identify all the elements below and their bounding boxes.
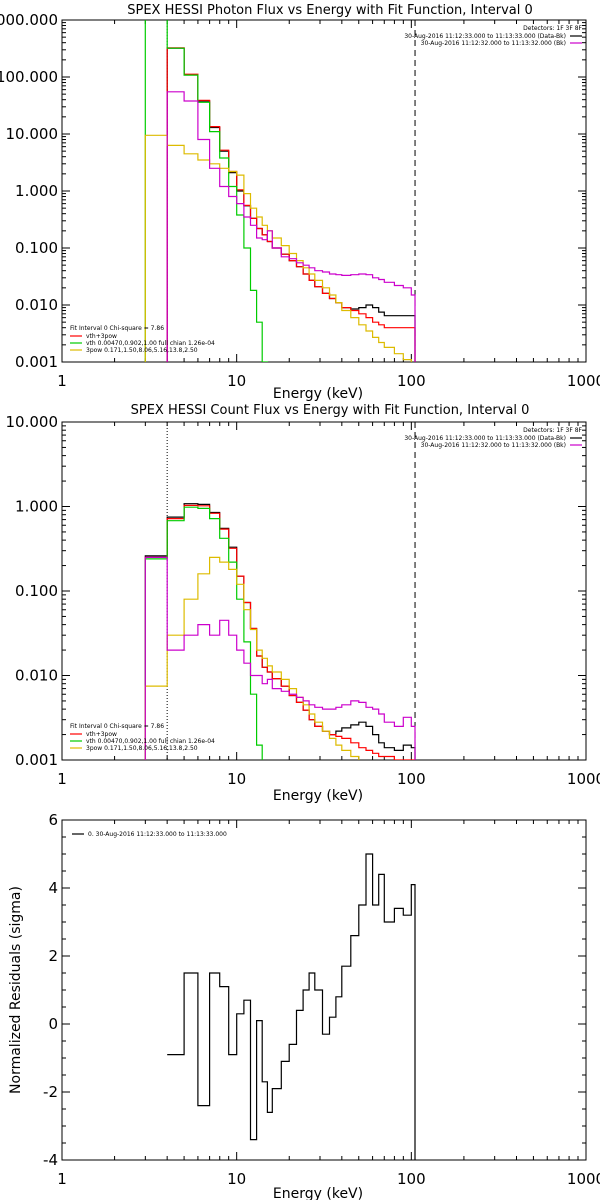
x-tick-label: 10 <box>227 770 246 788</box>
y-tick-label: 6 <box>48 811 58 829</box>
series-line-4 <box>145 135 415 412</box>
y-tick-label: 10.000 <box>6 413 59 431</box>
series-line-5 <box>167 92 415 412</box>
plot-frame <box>62 820 586 1160</box>
y-tick-label: 1.000 <box>15 498 58 516</box>
legend-header: Detectors: 1F 3F 8F <box>523 25 582 32</box>
x-tick-label: 10 <box>227 1170 246 1188</box>
x-tick-label: 100 <box>397 770 426 788</box>
y-tick-label: 100.000 <box>0 68 58 86</box>
legend-entry: vth 0.00470,0.902,1.00 full chian 1.26e-… <box>86 340 215 347</box>
x-tick-label: 1 <box>57 770 67 788</box>
legend-entry: 3pow 0.171,1.50,8.06,5.16,13.8,2.50 <box>86 745 198 752</box>
series-group <box>145 504 415 810</box>
series-group <box>167 854 415 1200</box>
chart-title: SPEX HESSI Photon Flux vs Energy with Fi… <box>127 3 533 18</box>
x-tick-label: 1 <box>57 372 67 390</box>
x-tick-label: 10 <box>227 372 246 390</box>
y-tick-label: 4 <box>48 879 58 897</box>
legend-header: Detectors: 1F 3F 8F <box>523 427 582 434</box>
legend-entry: vth 0.00470,0.902,1.00 full chian 1.26e-… <box>86 738 215 745</box>
legend-entry: vth+3pow <box>86 333 117 340</box>
chart-title: SPEX HESSI Count Flux vs Energy with Fit… <box>131 403 530 418</box>
series-line-5 <box>145 557 415 810</box>
legend-header: Fit Interval 0 Chi-square = 7.86 <box>70 723 164 730</box>
plot-frame <box>62 20 586 362</box>
y-tick-label: 0.001 <box>15 751 58 769</box>
series-line-1 <box>145 504 415 810</box>
y-tick-label: 0 <box>48 1015 58 1033</box>
x-tick-label: 1 <box>57 1170 67 1188</box>
y-tick-label: 2 <box>48 947 58 965</box>
y-tick-label: 0.100 <box>15 239 58 257</box>
legend-entry: 30-Aug-2016 11:12:32.000 to 11:13:32.000… <box>421 40 566 47</box>
y-tick-label: -2 <box>43 1083 58 1101</box>
y-axis-label: Normalized Residuals (sigma) <box>8 886 24 1094</box>
x-tick-label: 100 <box>397 1170 426 1188</box>
legend-entry: 3pow 0.171,1.50,8.06,5.16,13.8,2.50 <box>86 347 198 354</box>
legend-entry: vth+3pow <box>86 731 117 738</box>
y-tick-label: 0.010 <box>15 296 58 314</box>
x-tick-label: 100 <box>397 372 426 390</box>
y-tick-label: 0.001 <box>15 353 58 371</box>
y-tick-label: 1.000 <box>15 182 58 200</box>
x-axis-label: Energy (keV) <box>273 788 363 804</box>
x-axis-label: Energy (keV) <box>273 386 363 402</box>
legend-entry: 30-Aug-2016 11:12:33.000 to 11:13:33.000… <box>404 33 566 40</box>
series-line-3 <box>145 507 267 810</box>
x-axis-label: Energy (keV) <box>273 1186 363 1200</box>
y-tick-label: 10.000 <box>6 125 59 143</box>
y-tick-label: 0.100 <box>15 582 58 600</box>
series-line-1 <box>167 854 415 1200</box>
y-tick-label: -4 <box>43 1151 58 1169</box>
legend-entry: 0. 30-Aug-2016 11:12:33.000 to 11:13:33.… <box>88 831 227 838</box>
series-line-2 <box>145 505 415 810</box>
series-line-4 <box>145 557 372 810</box>
legend-header: Fit Interval 0 Chi-square = 7.86 <box>70 325 164 332</box>
legend-entry: 30-Aug-2016 11:12:33.000 to 11:13:33.000… <box>404 435 566 442</box>
legend-entry: 30-Aug-2016 11:12:32.000 to 11:13:32.000… <box>421 442 566 449</box>
y-tick-label: 0.010 <box>15 667 58 685</box>
